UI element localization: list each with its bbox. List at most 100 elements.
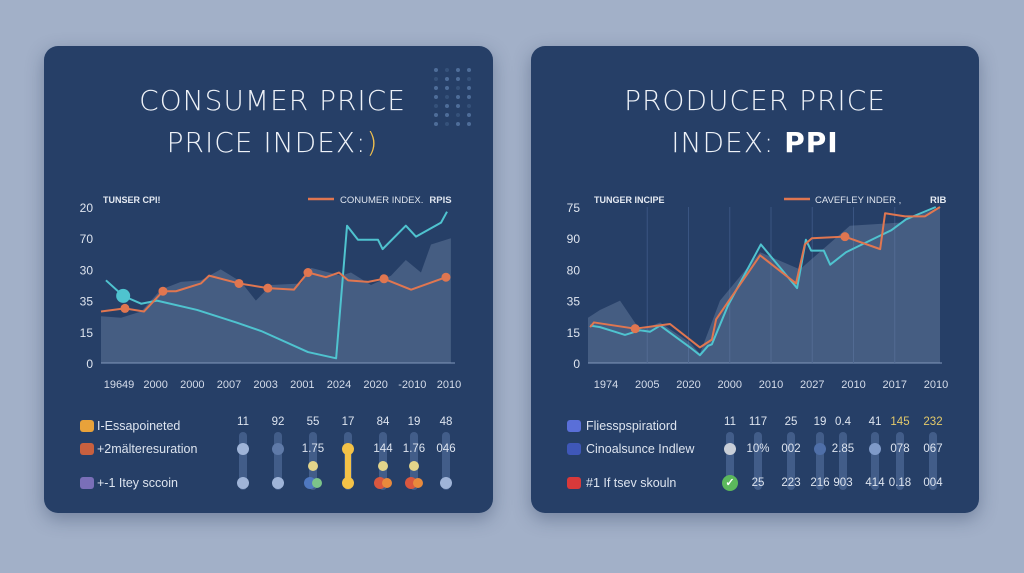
decor-dot <box>467 86 471 90</box>
column-header: 17 <box>341 416 355 428</box>
data-point-consumer-index <box>303 268 313 278</box>
x-tick-label: 2001 <box>290 379 314 391</box>
cpi-title: CONSUMER PRICE PRICE INDEX:) <box>52 80 493 164</box>
table-cell-value: 067 <box>923 443 943 455</box>
column-track <box>787 432 795 490</box>
table-cell-value: 2.85 <box>831 443 855 455</box>
column-header: 232 <box>923 416 943 428</box>
data-point-cavefley-index <box>840 232 850 242</box>
column-header: 19 <box>813 416 827 428</box>
row-icon <box>80 477 94 489</box>
decor-dot <box>434 113 438 117</box>
dot-grid-decoration <box>434 68 471 126</box>
value-dot <box>272 443 284 455</box>
y-tick-label: 80 <box>567 263 581 277</box>
title-line-2: INDEX: <box>671 126 775 159</box>
series-line-cavefley-index <box>589 206 941 349</box>
x-tick-label: -2010 <box>398 379 426 391</box>
table-cell-value: 903 <box>833 477 853 489</box>
x-tick-label: 2027 <box>800 379 824 391</box>
column-header: 11 <box>724 416 736 428</box>
series-line-cyan <box>105 211 448 360</box>
x-tick-label: 2005 <box>635 379 659 391</box>
decor-dot <box>445 77 449 81</box>
column-header: 11 <box>237 416 249 428</box>
y-tick-label: 30 <box>80 263 94 277</box>
decor-dot <box>445 113 449 117</box>
column-track <box>754 432 762 490</box>
column-track <box>442 432 450 490</box>
x-tick-label: 2000 <box>718 379 742 391</box>
y-tick-label: 15 <box>567 326 581 340</box>
column-header: 117 <box>748 416 768 428</box>
decor-dot <box>456 86 460 90</box>
x-tick-label: 2020 <box>363 379 387 391</box>
x-tick-label: 2010 <box>924 379 948 391</box>
table-cell-value: 10% <box>746 443 770 455</box>
title-accent: PPI <box>784 126 839 159</box>
table-cell-value: 223 <box>781 477 801 489</box>
column-header: 145 <box>890 416 910 428</box>
table-cell-value: 414 <box>865 477 885 489</box>
column-header: 41 <box>868 416 882 428</box>
cpi-chart: 0 15 35 30 70 20 19649 2000 2000 2007 2003 2001 2024… <box>80 195 462 391</box>
decor-dot <box>467 113 471 117</box>
row-label: +-1 Itey sccoin <box>97 476 178 490</box>
legend-label-text: CAVEFLEY INDER , <box>815 195 901 206</box>
decor-dot <box>445 122 449 126</box>
row-label: +2mälteresuration <box>97 442 198 456</box>
column-header: 48 <box>439 416 453 428</box>
y-tick-label: 0 <box>573 357 580 371</box>
legend-label: CAVEFLEY INDER , <box>815 195 901 206</box>
decor-dot <box>445 104 449 108</box>
table-cell-value: 144 <box>373 443 393 455</box>
column-track <box>896 432 904 490</box>
row-icon <box>80 443 94 455</box>
x-tick-label: 2003 <box>253 379 277 391</box>
ppi-title: PRODUCER PRICE INDEX: PPI <box>531 80 979 164</box>
data-point-consumer-index <box>441 272 451 282</box>
table-cell-value: 002 <box>781 443 801 455</box>
decor-dot <box>434 68 438 72</box>
table-cell-value: 004 <box>923 477 943 489</box>
y-tick-label: 70 <box>80 232 94 246</box>
row-icon <box>80 420 94 432</box>
column-track <box>274 432 282 490</box>
x-tick-label: 2000 <box>180 379 204 391</box>
title-line-1: PRODUCER PRICE <box>624 84 886 117</box>
row-label: Cinoalsunce Indlew <box>586 442 695 456</box>
row-icon <box>567 477 581 489</box>
table-cell-value: 216 <box>810 477 830 489</box>
x-tick-label: 2010 <box>841 379 865 391</box>
x-tick-label: 2010 <box>759 379 783 391</box>
decor-dot <box>434 77 438 81</box>
column-header: 84 <box>376 416 390 428</box>
column-header: 55 <box>306 416 320 428</box>
chart-title: TUNGER INCIPE <box>594 195 665 205</box>
value-dot <box>382 478 392 488</box>
value-dot <box>308 461 318 471</box>
decor-dot <box>445 68 449 72</box>
area-fill <box>101 238 451 363</box>
value-dot <box>272 477 284 489</box>
column-header: 0.4 <box>835 416 851 428</box>
decor-dot <box>456 122 460 126</box>
x-tick-label: 2010 <box>437 379 461 391</box>
y-tick-label: 15 <box>80 326 94 340</box>
legend-suffix: RIB <box>930 195 947 206</box>
title-accent: ) <box>366 126 379 159</box>
y-tick-label: 35 <box>80 295 94 309</box>
decor-dot <box>456 95 460 99</box>
check-icon: ✓ <box>722 475 738 491</box>
decor-dot <box>434 86 438 90</box>
legend-label: CONUMER INDEX. RPIS <box>340 195 452 206</box>
decor-dot <box>456 104 460 108</box>
value-dot <box>378 461 388 471</box>
table-cell-value: 078 <box>890 443 910 455</box>
value-dot <box>413 478 423 488</box>
column-track <box>239 432 247 490</box>
decor-dot <box>467 122 471 126</box>
x-tick-label: 2017 <box>883 379 907 391</box>
x-tick-label: 2020 <box>676 379 700 391</box>
value-dot <box>342 443 354 455</box>
